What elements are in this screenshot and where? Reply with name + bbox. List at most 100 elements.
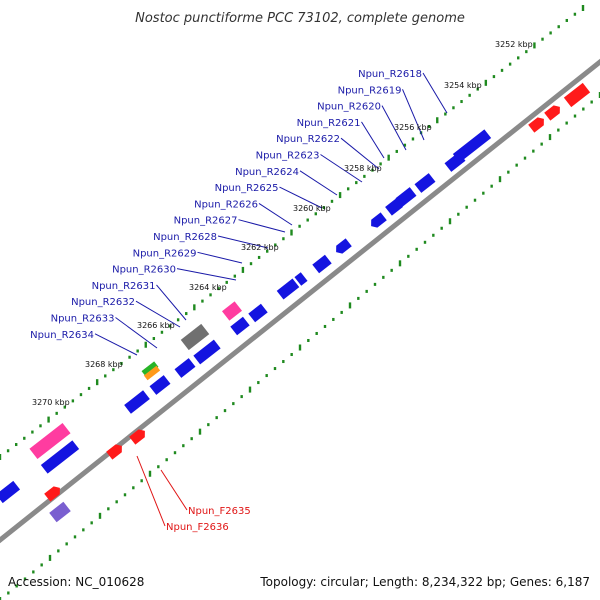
- rna-block: [29, 422, 71, 460]
- inner-tick-mark: [298, 344, 302, 351]
- inner-tick-mark: [482, 191, 485, 195]
- map-title: Nostoc punctiforme PCC 73102, complete g…: [135, 11, 465, 26]
- reverse-cds-block: [294, 272, 308, 286]
- inner-tick-mark: [490, 184, 493, 188]
- forward-cds-arrow: [544, 105, 560, 121]
- outer-tick-mark: [533, 42, 536, 49]
- reverse-cds-block: [40, 440, 80, 474]
- outer-tick-mark: [87, 386, 91, 390]
- outer-tick-mark: [225, 280, 228, 284]
- inner-tick-mark: [398, 260, 402, 267]
- scale-label: 3264 kbp: [189, 283, 227, 292]
- outer-tick-mark: [541, 37, 544, 41]
- inner-tick-mark: [348, 302, 352, 309]
- reverse-gene-callout: [115, 317, 158, 349]
- feature-track: [0, 82, 591, 523]
- reverse-gene-label: Npun_R2619: [338, 85, 402, 96]
- outer-tick-track: [0, 5, 585, 460]
- outer-tick-mark: [371, 168, 374, 172]
- reverse-gene-label: Npun_R2627: [174, 216, 238, 227]
- outer-tick-mark: [39, 424, 42, 428]
- inner-tick-mark: [515, 163, 518, 167]
- outer-tick-mark: [266, 249, 269, 253]
- reverse-gene-label: Npun_R2630: [112, 265, 176, 276]
- inner-tick-mark: [365, 289, 368, 293]
- inner-tick-mark: [390, 268, 393, 272]
- inner-tick-mark: [132, 486, 135, 490]
- inner-tick-mark: [23, 577, 27, 581]
- inner-tick-mark: [182, 444, 185, 448]
- inner-tick-mark: [507, 170, 510, 174]
- inner-tick-mark: [48, 554, 52, 561]
- inner-tick-mark: [165, 458, 168, 462]
- inner-tick-mark: [240, 395, 243, 399]
- inner-tick-mark: [273, 367, 277, 371]
- outer-tick-mark: [274, 243, 277, 247]
- reverse-gene-callout: [402, 89, 425, 141]
- inner-tick-mark: [73, 535, 77, 539]
- inner-tick-mark: [82, 528, 85, 532]
- genome-summary: Topology: circular; Length: 8,234,322 bp…: [259, 575, 590, 589]
- outer-tick-mark: [436, 117, 439, 124]
- outer-tick-mark: [6, 449, 10, 453]
- reverse-gene-label: Npun_R2626: [194, 199, 258, 210]
- reverse-cds-block: [193, 339, 221, 365]
- reverse-gene-callout: [238, 219, 286, 233]
- outer-tick-mark: [217, 287, 220, 291]
- inner-tick-mark: [448, 218, 452, 225]
- inner-tick-mark: [223, 409, 227, 413]
- outer-tick-mark: [338, 192, 342, 199]
- reverse-cds-arrow: [371, 212, 387, 228]
- forward-cds-arrow: [106, 444, 122, 460]
- outer-tick-mark: [355, 181, 358, 185]
- outer-tick-mark: [160, 330, 164, 334]
- inner-tick-mark: [415, 247, 418, 251]
- scale-label: 3252 kbp: [495, 40, 533, 49]
- inner-tick-mark: [590, 100, 593, 104]
- inner-tick-mark: [148, 470, 152, 477]
- inner-tick-mark: [498, 176, 502, 183]
- inner-tick-mark: [115, 500, 118, 504]
- forward-cds-arrow: [44, 486, 60, 502]
- forward-gene-callout: [136, 455, 166, 527]
- inner-tick-mark: [248, 386, 252, 393]
- outer-tick-mark: [290, 229, 293, 236]
- inner-tick-mark: [373, 282, 377, 286]
- reverse-cds-block: [248, 303, 268, 323]
- scale-label: 3260 kbp: [293, 204, 331, 213]
- reverse-gene-label: Npun_R2622: [276, 134, 340, 145]
- inner-tick-mark: [32, 570, 35, 574]
- inner-tick-mark: [382, 275, 385, 279]
- outer-tick-mark: [144, 341, 147, 348]
- inner-tick-mark: [423, 240, 427, 244]
- outer-tick-mark: [460, 100, 463, 104]
- outer-tick-mark: [484, 79, 488, 86]
- reverse-cds-block: [174, 358, 196, 378]
- outer-tick-mark: [395, 149, 398, 153]
- inner-tick-mark: [573, 114, 577, 118]
- outer-tick-mark: [120, 361, 123, 365]
- inner-tick-mark: [7, 591, 10, 595]
- reverse-gene-callout: [94, 333, 138, 356]
- inner-tick-mark: [440, 226, 443, 230]
- inner-tick-mark: [198, 428, 202, 435]
- inner-tick-mark: [465, 205, 468, 209]
- reverse-cds-arrow: [336, 238, 352, 254]
- reverse-cds-block: [149, 375, 171, 395]
- reverse-gene-callout: [217, 235, 269, 249]
- reverse-gene-callout: [197, 251, 243, 264]
- inner-tick-mark: [173, 451, 177, 455]
- forward-gene-callout: [160, 469, 188, 511]
- outer-tick-mark: [517, 56, 520, 60]
- reverse-cds-block: [276, 278, 300, 300]
- reverse-cds-block: [385, 198, 403, 216]
- inner-tick-mark: [557, 128, 560, 132]
- reverse-gene-label: Npun_R2620: [317, 102, 381, 113]
- scale-label: 3254 kbp: [444, 81, 482, 90]
- reverse-cds-block: [312, 254, 332, 274]
- reverse-gene-callout: [422, 72, 448, 114]
- outer-tick-mark: [0, 454, 2, 460]
- outer-tick-mark: [95, 379, 99, 386]
- inner-tick-mark: [315, 331, 318, 335]
